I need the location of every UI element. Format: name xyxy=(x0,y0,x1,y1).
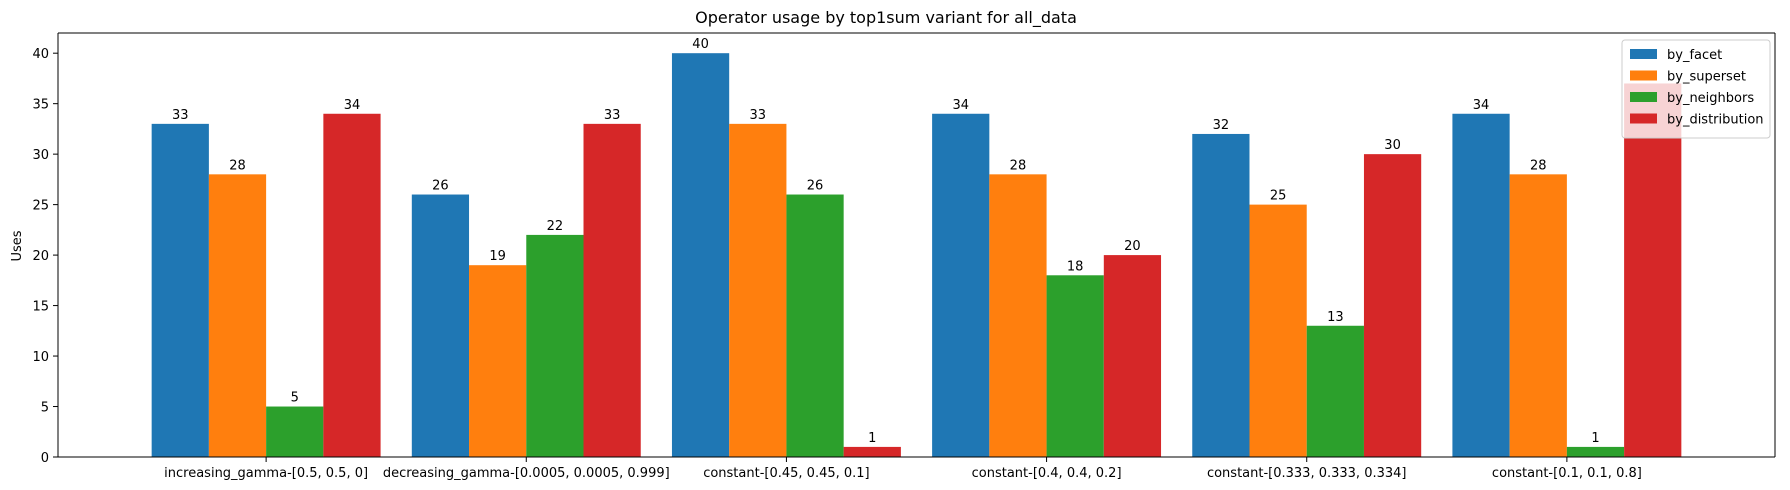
bar-by_distribution-4 xyxy=(1363,154,1422,457)
bar-by_neighbors-5 xyxy=(1566,446,1625,457)
legend-label-by_distribution: by_distribution xyxy=(1667,113,1764,128)
y-tick-label-0: 0 xyxy=(41,451,49,466)
y-tick-label-10: 10 xyxy=(32,350,49,365)
y-tick-label-20: 20 xyxy=(32,249,49,264)
chart-title: Operator usage by top1sum variant for al… xyxy=(695,8,1077,28)
bar-label-by_neighbors-5: 1 xyxy=(1591,431,1599,446)
y-tick-label-40: 40 xyxy=(32,47,49,62)
bar-label-by_distribution-3: 20 xyxy=(1124,239,1141,254)
bar-label-by_neighbors-4: 13 xyxy=(1327,310,1344,325)
bar-by_facet-4 xyxy=(1192,133,1250,457)
bar-label-by_facet-5: 34 xyxy=(1473,98,1490,113)
bar-by_distribution-1 xyxy=(583,123,641,457)
bar-by_superset-0 xyxy=(208,174,267,458)
bar-by_distribution-2 xyxy=(843,446,901,457)
bar-by_facet-0 xyxy=(151,123,209,457)
bar-by_distribution-0 xyxy=(323,113,381,457)
y-tick-label-35: 35 xyxy=(32,98,49,113)
bar-by_distribution-5 xyxy=(1624,83,1682,457)
bar-label-by_neighbors-3: 18 xyxy=(1067,259,1084,274)
bar-label-by_distribution-2: 1 xyxy=(868,431,876,446)
bar-by_neighbors-1 xyxy=(526,234,584,457)
x-tick-label-1: decreasing_gamma-[0.0005, 0.0005, 0.999] xyxy=(383,466,670,481)
bar-label-by_facet-2: 40 xyxy=(692,37,709,52)
legend-label-by_neighbors: by_neighbors xyxy=(1667,91,1754,106)
bar-by_superset-4 xyxy=(1249,204,1307,457)
legend-swatch-by_superset xyxy=(1630,70,1657,81)
bar-by_neighbors-0 xyxy=(266,406,324,457)
bar-by_facet-2 xyxy=(671,53,730,457)
bar-label-by_facet-3: 34 xyxy=(952,98,969,113)
bar-by_neighbors-2 xyxy=(786,194,844,457)
bar-label-by_superset-2: 33 xyxy=(750,108,767,123)
bar-label-by_superset-5: 28 xyxy=(1530,158,1547,173)
bar-by_superset-2 xyxy=(729,123,787,457)
legend-box xyxy=(1621,39,1771,139)
bar-label-by_distribution-0: 34 xyxy=(344,98,361,113)
bar-label-by_superset-4: 25 xyxy=(1270,189,1287,204)
bar-by_superset-3 xyxy=(989,174,1047,458)
bar-label-by_neighbors-2: 26 xyxy=(807,179,824,194)
legend-swatch-by_neighbors xyxy=(1630,92,1657,102)
bar-label-by_distribution-4: 30 xyxy=(1384,138,1401,153)
legend-swatch-by_facet xyxy=(1630,49,1657,59)
y-tick-label-5: 5 xyxy=(41,401,49,416)
bar-label-by_facet-4: 32 xyxy=(1213,118,1230,133)
bar-by_facet-5 xyxy=(1452,113,1510,457)
x-tick-label-5: constant-[0.1, 0.1, 0.8] xyxy=(1492,466,1642,481)
legend-label-by_superset: by_superset xyxy=(1667,70,1746,85)
bar-by_facet-1 xyxy=(411,194,470,457)
plot-area: 33 26 40 34 32 34 28 19 33 28 25 28 5 22 26 18 13 1 34 33 1 2… xyxy=(32,32,1776,481)
legend-label-by_facet: by_facet xyxy=(1667,48,1722,63)
bar-label-by_superset-0: 28 xyxy=(229,158,246,173)
bar-by_neighbors-4 xyxy=(1306,325,1364,457)
x-tick-label-4: constant-[0.333, 0.333, 0.334] xyxy=(1207,466,1407,481)
legend: by_facet by_superset by_neighbors by_distri… xyxy=(1621,39,1771,139)
x-tick-label-3: constant-[0.4, 0.4, 0.2] xyxy=(972,466,1122,481)
x-tick-label-2: constant-[0.45, 0.45, 0.1] xyxy=(703,466,869,481)
bar-label-by_neighbors-0: 5 xyxy=(291,391,299,406)
bar-label-by_superset-3: 28 xyxy=(1010,158,1027,173)
bar-label-by_neighbors-1: 22 xyxy=(547,219,564,234)
bar-by_distribution-3 xyxy=(1103,255,1162,457)
bar-by_superset-5 xyxy=(1509,174,1567,458)
bar-label-by_superset-1: 19 xyxy=(489,249,506,264)
bar-by_superset-1 xyxy=(469,265,527,457)
y-tick-label-30: 30 xyxy=(32,148,49,163)
y-tick-label-25: 25 xyxy=(32,199,49,214)
y-axis-label: Uses xyxy=(10,230,25,261)
bar-label-by_facet-1: 26 xyxy=(432,179,449,194)
y-tick-label-15: 15 xyxy=(32,300,49,315)
bar-label-by_facet-0: 33 xyxy=(172,108,189,123)
bar-by_facet-3 xyxy=(932,113,990,457)
legend-swatch-by_distribution xyxy=(1630,113,1657,124)
x-tick-label-0: increasing_gamma-[0.5, 0.5, 0] xyxy=(164,466,368,481)
bar-label-by_distribution-1: 33 xyxy=(604,108,621,123)
bar-by_neighbors-3 xyxy=(1046,275,1104,457)
